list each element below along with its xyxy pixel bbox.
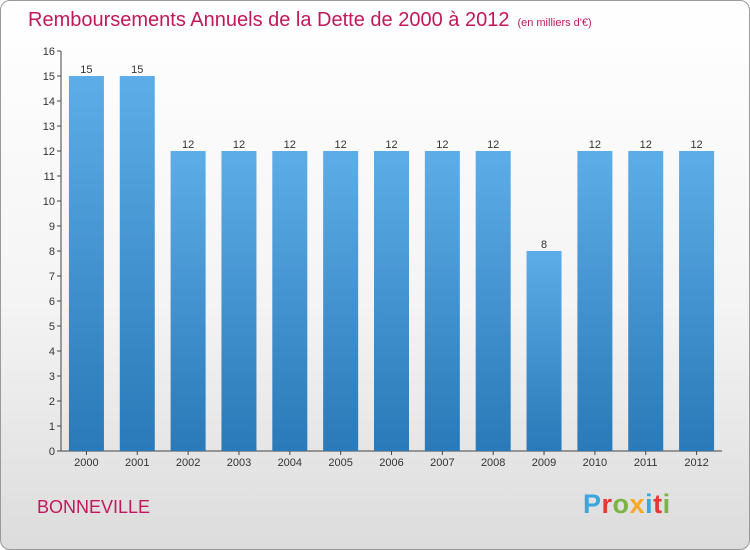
bar xyxy=(68,76,104,451)
bar-value-label: 15 xyxy=(131,64,143,76)
bar xyxy=(272,151,308,451)
bar xyxy=(374,151,409,451)
y-tick-label: 9 xyxy=(49,221,55,233)
logo-letter: t xyxy=(653,489,663,519)
y-tick-label: 14 xyxy=(43,96,55,108)
bar xyxy=(526,251,562,451)
bar-value-label: 12 xyxy=(690,139,702,151)
x-tick-label: 2007 xyxy=(430,457,454,469)
logo-letter: i xyxy=(645,489,654,519)
bar xyxy=(679,151,715,451)
bar xyxy=(119,76,155,451)
y-tick-label: 16 xyxy=(43,46,55,58)
y-tick-label: 4 xyxy=(49,346,55,358)
y-tick-label: 10 xyxy=(43,196,55,208)
chart-title: Remboursements Annuels de la Dette de 20… xyxy=(28,9,592,32)
bar xyxy=(475,151,511,451)
y-tick-label: 1 xyxy=(49,421,55,433)
bar-value-label: 12 xyxy=(284,139,296,151)
logo-letter: i xyxy=(662,489,671,519)
x-tick-label: 2002 xyxy=(176,457,200,469)
bar xyxy=(170,151,206,451)
bar-value-label: 12 xyxy=(589,139,601,151)
y-tick-label: 3 xyxy=(49,371,55,383)
bar xyxy=(424,151,460,451)
y-tick-label: 2 xyxy=(49,396,55,408)
x-tick-label: 2006 xyxy=(379,457,403,469)
x-tick-label: 2011 xyxy=(634,457,658,469)
logo-letter: o xyxy=(612,489,630,519)
bar xyxy=(323,151,359,451)
y-tick-label: 5 xyxy=(49,321,55,333)
logo-letter: r xyxy=(601,489,613,519)
chart-unit: (en milliers d'€) xyxy=(517,17,592,29)
bar-value-label: 12 xyxy=(436,139,448,151)
bar-value-label: 12 xyxy=(385,139,397,151)
y-tick-label: 7 xyxy=(49,271,55,283)
logo-letter: P xyxy=(583,489,602,519)
bar-value-label: 12 xyxy=(182,139,194,151)
x-tick-label: 2003 xyxy=(227,457,251,469)
bar xyxy=(628,151,664,451)
x-tick-label: 2008 xyxy=(481,457,505,469)
bar-value-label: 12 xyxy=(335,139,347,151)
bar xyxy=(221,151,257,451)
proxiti-logo[interactable]: Proxiti xyxy=(583,489,671,520)
x-tick-label: 2000 xyxy=(74,457,98,469)
city-name: BONNEVILLE xyxy=(37,497,151,517)
bar-value-label: 8 xyxy=(541,239,547,251)
x-tick-label: 2001 xyxy=(125,457,149,469)
y-tick-label: 8 xyxy=(49,246,55,258)
bar-value-label: 12 xyxy=(487,139,499,151)
bar-value-label: 12 xyxy=(640,139,652,151)
x-tick-label: 2012 xyxy=(684,457,708,469)
x-tick-label: 2009 xyxy=(532,457,556,469)
y-tick-label: 6 xyxy=(49,296,55,308)
y-tick-label: 13 xyxy=(43,121,55,133)
x-tick-label: 2010 xyxy=(583,457,607,469)
y-tick-label: 11 xyxy=(44,171,55,183)
chart-title-text: Remboursements Annuels de la Dette de 20… xyxy=(28,9,510,31)
y-tick-label: 0 xyxy=(49,446,55,458)
x-tick-label: 2004 xyxy=(278,457,302,469)
bar-value-label: 12 xyxy=(233,139,245,151)
bar-value-label: 15 xyxy=(80,64,92,76)
x-tick-label: 2005 xyxy=(328,457,352,469)
y-tick-label: 12 xyxy=(43,146,55,158)
y-tick-label: 15 xyxy=(43,71,55,83)
logo-letter: x xyxy=(629,489,646,519)
bar xyxy=(577,151,613,451)
